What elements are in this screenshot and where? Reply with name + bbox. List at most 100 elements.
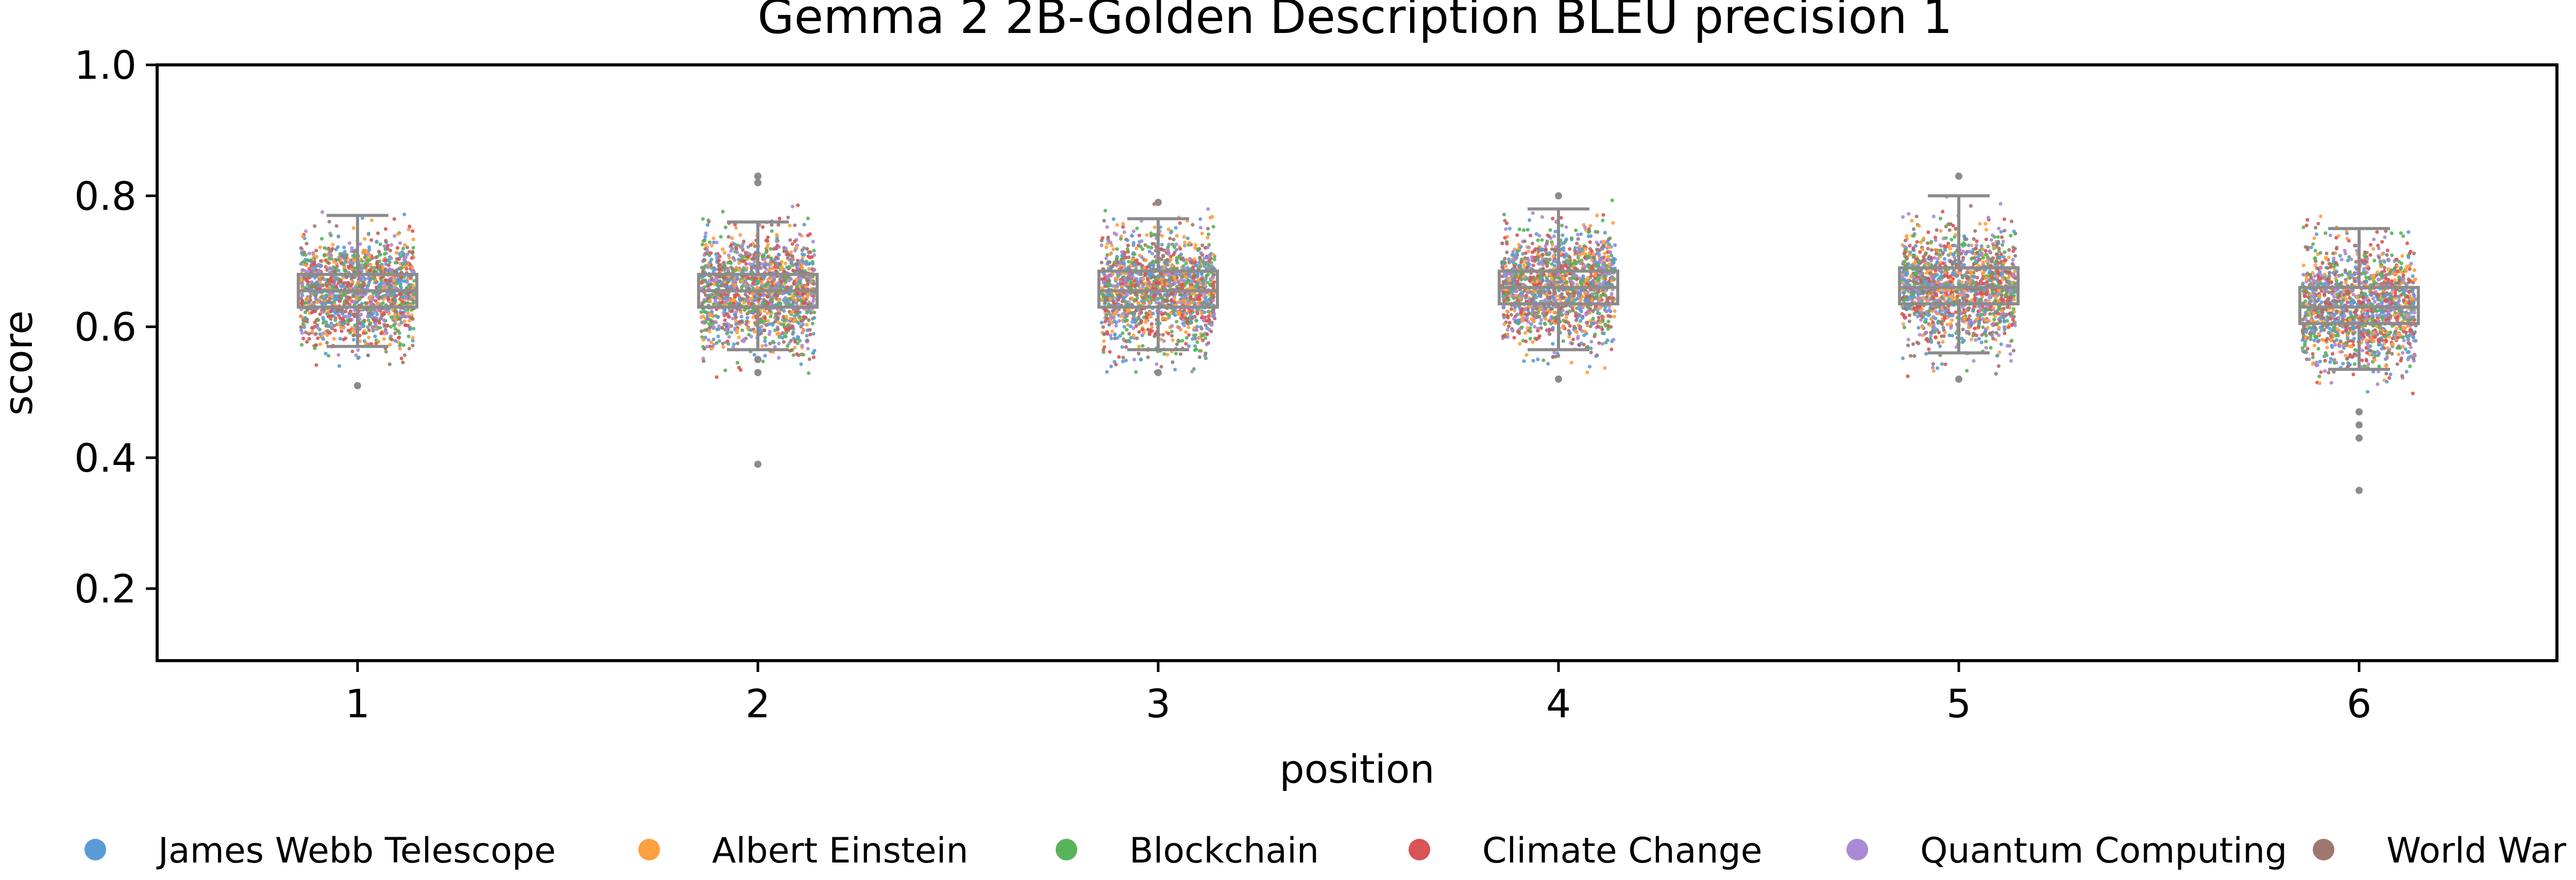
- data-point: [717, 264, 721, 268]
- data-point: [1548, 228, 1552, 232]
- data-point: [383, 330, 388, 334]
- data-point: [742, 308, 747, 312]
- data-point: [1198, 217, 1202, 221]
- data-point: [1159, 337, 1163, 341]
- data-point: [1127, 332, 1131, 336]
- data-point: [1110, 294, 1114, 298]
- data-point: [802, 246, 806, 250]
- data-point: [770, 295, 774, 299]
- data-point: [1169, 299, 1173, 303]
- data-point: [375, 312, 379, 317]
- data-point: [1111, 284, 1115, 288]
- data-point: [346, 322, 350, 326]
- data-point: [806, 262, 810, 266]
- data-point: [777, 341, 781, 346]
- data-point: [1140, 327, 1144, 332]
- data-point: [1143, 243, 1147, 247]
- data-point: [368, 262, 373, 267]
- data-point: [774, 312, 778, 317]
- data-point: [1600, 314, 1604, 319]
- data-point: [356, 348, 360, 352]
- data-point: [411, 237, 415, 241]
- data-point: [393, 313, 397, 317]
- data-point: [1149, 246, 1154, 250]
- data-point: [1148, 296, 1153, 300]
- data-point: [1111, 217, 1116, 221]
- data-point: [805, 334, 809, 338]
- data-point: [1156, 274, 1160, 279]
- data-point: [367, 314, 371, 318]
- data-point: [368, 277, 372, 281]
- data-point: [311, 251, 315, 255]
- data-point: [1161, 301, 1165, 305]
- data-point: [350, 279, 354, 283]
- data-point: [389, 338, 394, 342]
- data-point: [304, 331, 308, 335]
- data-point: [733, 283, 737, 287]
- data-point: [785, 250, 789, 254]
- data-point: [773, 345, 777, 349]
- data-point: [1204, 351, 1208, 355]
- data-point: [1141, 247, 1145, 251]
- data-point: [399, 285, 403, 289]
- data-point: [787, 341, 791, 346]
- data-point: [1115, 336, 1120, 340]
- data-point: [1140, 299, 1144, 303]
- data-point: [1130, 261, 1134, 265]
- data-point: [1115, 256, 1119, 261]
- data-point: [1140, 280, 1144, 284]
- data-point: [1197, 355, 1201, 359]
- data-point: [340, 254, 344, 258]
- data-point: [385, 292, 390, 296]
- data-point: [319, 259, 323, 263]
- data-point: [734, 315, 738, 319]
- data-point: [1109, 240, 1113, 245]
- data-point: [299, 278, 303, 282]
- data-point: [1121, 355, 1125, 360]
- data-point: [805, 310, 809, 315]
- data-point: [782, 315, 786, 319]
- data-point: [1121, 331, 1125, 335]
- data-point: [762, 265, 767, 269]
- data-point: [1160, 243, 1164, 247]
- data-point: [367, 232, 371, 236]
- data-point: [763, 284, 768, 288]
- data-point: [1206, 272, 1210, 277]
- data-point: [1101, 325, 1105, 329]
- data-point: [321, 283, 325, 287]
- data-point: [402, 275, 406, 279]
- data-point: [300, 299, 304, 303]
- data-point: [1160, 265, 1164, 269]
- data-point: [309, 264, 313, 268]
- data-point: [364, 262, 368, 266]
- data-point: [801, 259, 805, 263]
- data-point: [1146, 278, 1150, 282]
- data-point: [306, 280, 310, 284]
- data-point: [1149, 262, 1154, 266]
- data-point: [332, 323, 336, 328]
- data-point: [1139, 310, 1143, 315]
- data-point: [388, 342, 392, 347]
- data-point: [790, 258, 795, 262]
- data-point: [810, 255, 814, 259]
- data-point: [704, 293, 708, 297]
- data-point: [1166, 248, 1170, 253]
- data-point: [725, 325, 729, 329]
- data-point: [744, 322, 749, 326]
- data-point: [313, 285, 317, 289]
- data-point: [706, 284, 710, 288]
- data-point: [1115, 247, 1119, 251]
- data-point: [1173, 313, 1177, 317]
- data-point: [1193, 260, 1197, 264]
- data-point: [753, 298, 757, 302]
- data-point: [788, 223, 792, 228]
- data-point: [721, 210, 725, 214]
- data-point: [1185, 319, 1190, 323]
- data-point: [1175, 320, 1179, 324]
- data-point: [1198, 294, 1202, 298]
- data-point: [782, 323, 786, 327]
- data-point: [311, 269, 315, 273]
- data-point: [377, 295, 381, 299]
- data-point: [348, 318, 352, 323]
- data-point: [352, 308, 357, 313]
